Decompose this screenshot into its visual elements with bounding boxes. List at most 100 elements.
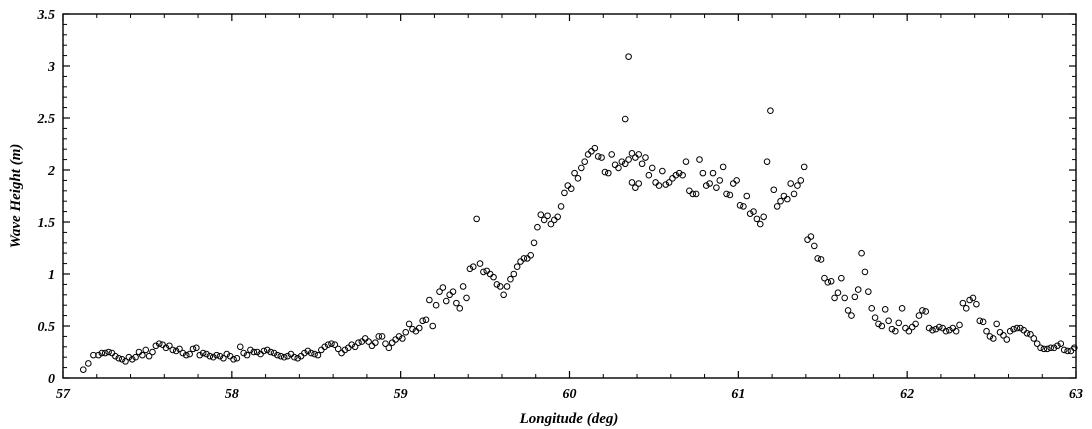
data-point: [648, 164, 656, 172]
data-point: [581, 158, 589, 165]
data-point: [848, 312, 855, 319]
data-point: [230, 355, 237, 363]
x-axis-title: Longitude (deg): [519, 411, 619, 427]
data-point: [503, 283, 511, 290]
data-point: [770, 186, 778, 194]
data-point: [547, 220, 555, 228]
y-tick-label: 3.5: [37, 8, 56, 23]
data-point: [139, 351, 146, 359]
data-point: [189, 345, 197, 353]
data-point: [277, 352, 285, 360]
data-point: [588, 147, 595, 155]
data-point: [632, 184, 639, 191]
data-point: [263, 346, 271, 354]
data-point: [989, 335, 997, 342]
data-point: [942, 327, 950, 335]
data-point: [645, 171, 653, 179]
x-tick-label: 57: [56, 387, 71, 402]
data-point: [716, 177, 724, 184]
data-point: [888, 325, 896, 333]
data-point: [142, 346, 150, 354]
data-point: [797, 177, 805, 184]
data-point: [638, 160, 646, 168]
data-point: [743, 192, 751, 200]
data-point: [1054, 342, 1061, 350]
data-point: [101, 349, 109, 357]
data-point: [838, 274, 845, 282]
data-point: [652, 179, 659, 186]
data-point: [1047, 344, 1054, 352]
data-point: [419, 317, 426, 325]
data-point: [267, 348, 274, 356]
y-tick-label: 1: [48, 268, 55, 283]
data-point: [446, 291, 453, 299]
data-point: [561, 189, 568, 197]
data-point: [115, 354, 123, 362]
data-point: [814, 255, 821, 262]
data-point: [105, 348, 112, 356]
data-point: [1030, 335, 1038, 342]
x-tick-label: 61: [731, 387, 745, 402]
data-point: [865, 288, 872, 295]
x-tick-label: 60: [563, 387, 577, 402]
data-point: [95, 351, 102, 359]
y-tick-label: 1.5: [38, 216, 56, 231]
data-point: [314, 351, 322, 359]
data-point: [746, 210, 754, 217]
data-point: [709, 169, 717, 177]
data-point: [750, 208, 757, 215]
data-point: [601, 168, 609, 176]
data-point: [578, 164, 585, 172]
data-point: [128, 355, 136, 363]
data-point: [1013, 324, 1021, 332]
data-point: [871, 314, 879, 321]
data-point: [594, 153, 602, 160]
data-point: [405, 320, 413, 328]
data-point: [517, 258, 524, 265]
data-point: [794, 182, 801, 189]
data-point: [436, 288, 443, 295]
data-point: [679, 171, 686, 179]
data-point: [149, 348, 156, 356]
data-point: [496, 283, 504, 290]
data-point: [469, 263, 477, 271]
data-point: [426, 296, 433, 304]
data-point: [422, 316, 430, 324]
axis-tick-labels: 57 58 59 60 61 62 63 0 0.5 1 1.5 2 2.5 3 3.5: [37, 8, 1084, 402]
data-point: [500, 291, 507, 299]
data-point: [621, 115, 629, 123]
data-point: [253, 348, 261, 356]
data-point: [236, 343, 244, 351]
data-point: [844, 307, 852, 314]
data-point: [449, 288, 457, 295]
y-tick-label: 2: [47, 164, 55, 179]
data-point: [608, 151, 616, 158]
y-axis-title: Wave Height (m): [8, 144, 24, 249]
data-point: [811, 242, 818, 250]
y-tick-label: 0.5: [38, 320, 56, 335]
data-point: [270, 349, 278, 357]
data-point: [574, 175, 582, 182]
data-point: [665, 179, 673, 186]
data-point: [155, 340, 163, 347]
data-point: [1033, 340, 1041, 347]
data-point: [392, 336, 399, 343]
data-point: [523, 255, 531, 262]
data-point: [736, 202, 744, 209]
data-point: [378, 333, 386, 340]
data-point: [841, 294, 849, 302]
data-point: [402, 328, 410, 336]
x-tick-label: 59: [394, 387, 408, 402]
data-point: [1064, 347, 1071, 355]
data-point: [831, 294, 838, 302]
data-point: [112, 352, 119, 360]
y-tick-label: 2.5: [37, 112, 56, 127]
data-point: [311, 350, 318, 358]
data-point: [1071, 344, 1078, 352]
data-point: [827, 277, 835, 285]
data-point: [466, 265, 474, 273]
data-point: [996, 328, 1004, 336]
data-point: [179, 349, 187, 357]
data-point: [551, 216, 558, 224]
data-point: [240, 349, 247, 357]
